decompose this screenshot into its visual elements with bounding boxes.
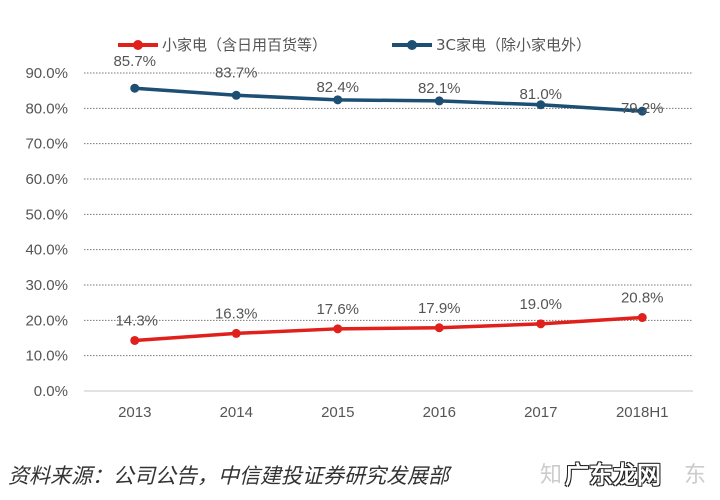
plot-area: 0.0% 10.0% 20.0% 30.0% 40.0% 50.0% 60.0% 70.0% 8…	[25, 53, 693, 421]
x-tick-label: 2013	[118, 404, 151, 421]
data-label: 17.6%	[316, 301, 359, 318]
data-point	[536, 319, 546, 329]
data-point	[130, 83, 140, 93]
x-tick-label: 2018H1	[616, 404, 669, 421]
y-tick-label: 50.0%	[25, 206, 68, 223]
data-label: 82.1%	[418, 80, 461, 97]
data-point	[231, 90, 241, 100]
data-label: 79.2%	[621, 100, 664, 117]
data-point	[130, 335, 140, 345]
data-label: 14.3%	[115, 312, 158, 329]
legend-item-small-appliances: 小家电（含日用百货等）	[118, 34, 327, 55]
data-label: 82.4%	[316, 79, 359, 96]
data-label: 83.7%	[215, 64, 258, 81]
watermark-faint-left: 知	[540, 463, 563, 488]
data-label: 85.7%	[113, 53, 156, 70]
y-tick-label: 60.0%	[25, 171, 68, 188]
legend: 小家电（含日用百货等） 3C家电（除小家电外）	[0, 34, 720, 58]
legend-label: 3C家电（除小家电外）	[436, 36, 592, 54]
series-line-1	[134, 86, 643, 113]
watermark-faint-right: 东	[684, 463, 707, 488]
source-note: 资料来源：公司公告，中信建投证券研究发展部	[8, 464, 449, 488]
data-point	[434, 96, 444, 106]
data-label: 20.8%	[621, 290, 664, 307]
legend-line-red	[118, 39, 158, 50]
data-label: 19.0%	[519, 296, 562, 313]
data-point	[333, 324, 343, 334]
y-tick-label: 70.0%	[25, 136, 68, 153]
legend-label: 小家电（含日用百货等）	[162, 36, 328, 54]
y-tick-label: 90.0%	[25, 65, 68, 82]
data-point	[434, 323, 444, 333]
y-tick-label: 80.0%	[25, 100, 68, 117]
legend-item-3c-appliances: 3C家电（除小家电外）	[392, 34, 591, 55]
data-point	[637, 106, 647, 116]
series-line-0	[134, 315, 643, 343]
data-point	[637, 313, 647, 323]
y-tick-label: 40.0%	[25, 242, 68, 259]
y-tick-label: 30.0%	[25, 277, 68, 294]
y-tick-label: 10.0%	[25, 348, 68, 365]
data-label: 81.0%	[519, 86, 562, 103]
legend-line-blue	[392, 39, 432, 50]
x-tick-label: 2014	[220, 404, 253, 421]
data-point	[333, 95, 343, 105]
y-tick-label: 0.0%	[34, 383, 68, 400]
data-point	[536, 100, 546, 110]
data-point	[231, 328, 241, 338]
x-tick-label: 2017	[524, 404, 557, 421]
x-tick-label: 2015	[321, 404, 354, 421]
data-label: 16.3%	[215, 305, 258, 322]
y-tick-label: 20.0%	[25, 312, 68, 329]
watermark-logo: 广东龙网	[565, 461, 661, 489]
x-tick-label: 2016	[423, 404, 456, 421]
data-label: 17.9%	[418, 300, 461, 317]
